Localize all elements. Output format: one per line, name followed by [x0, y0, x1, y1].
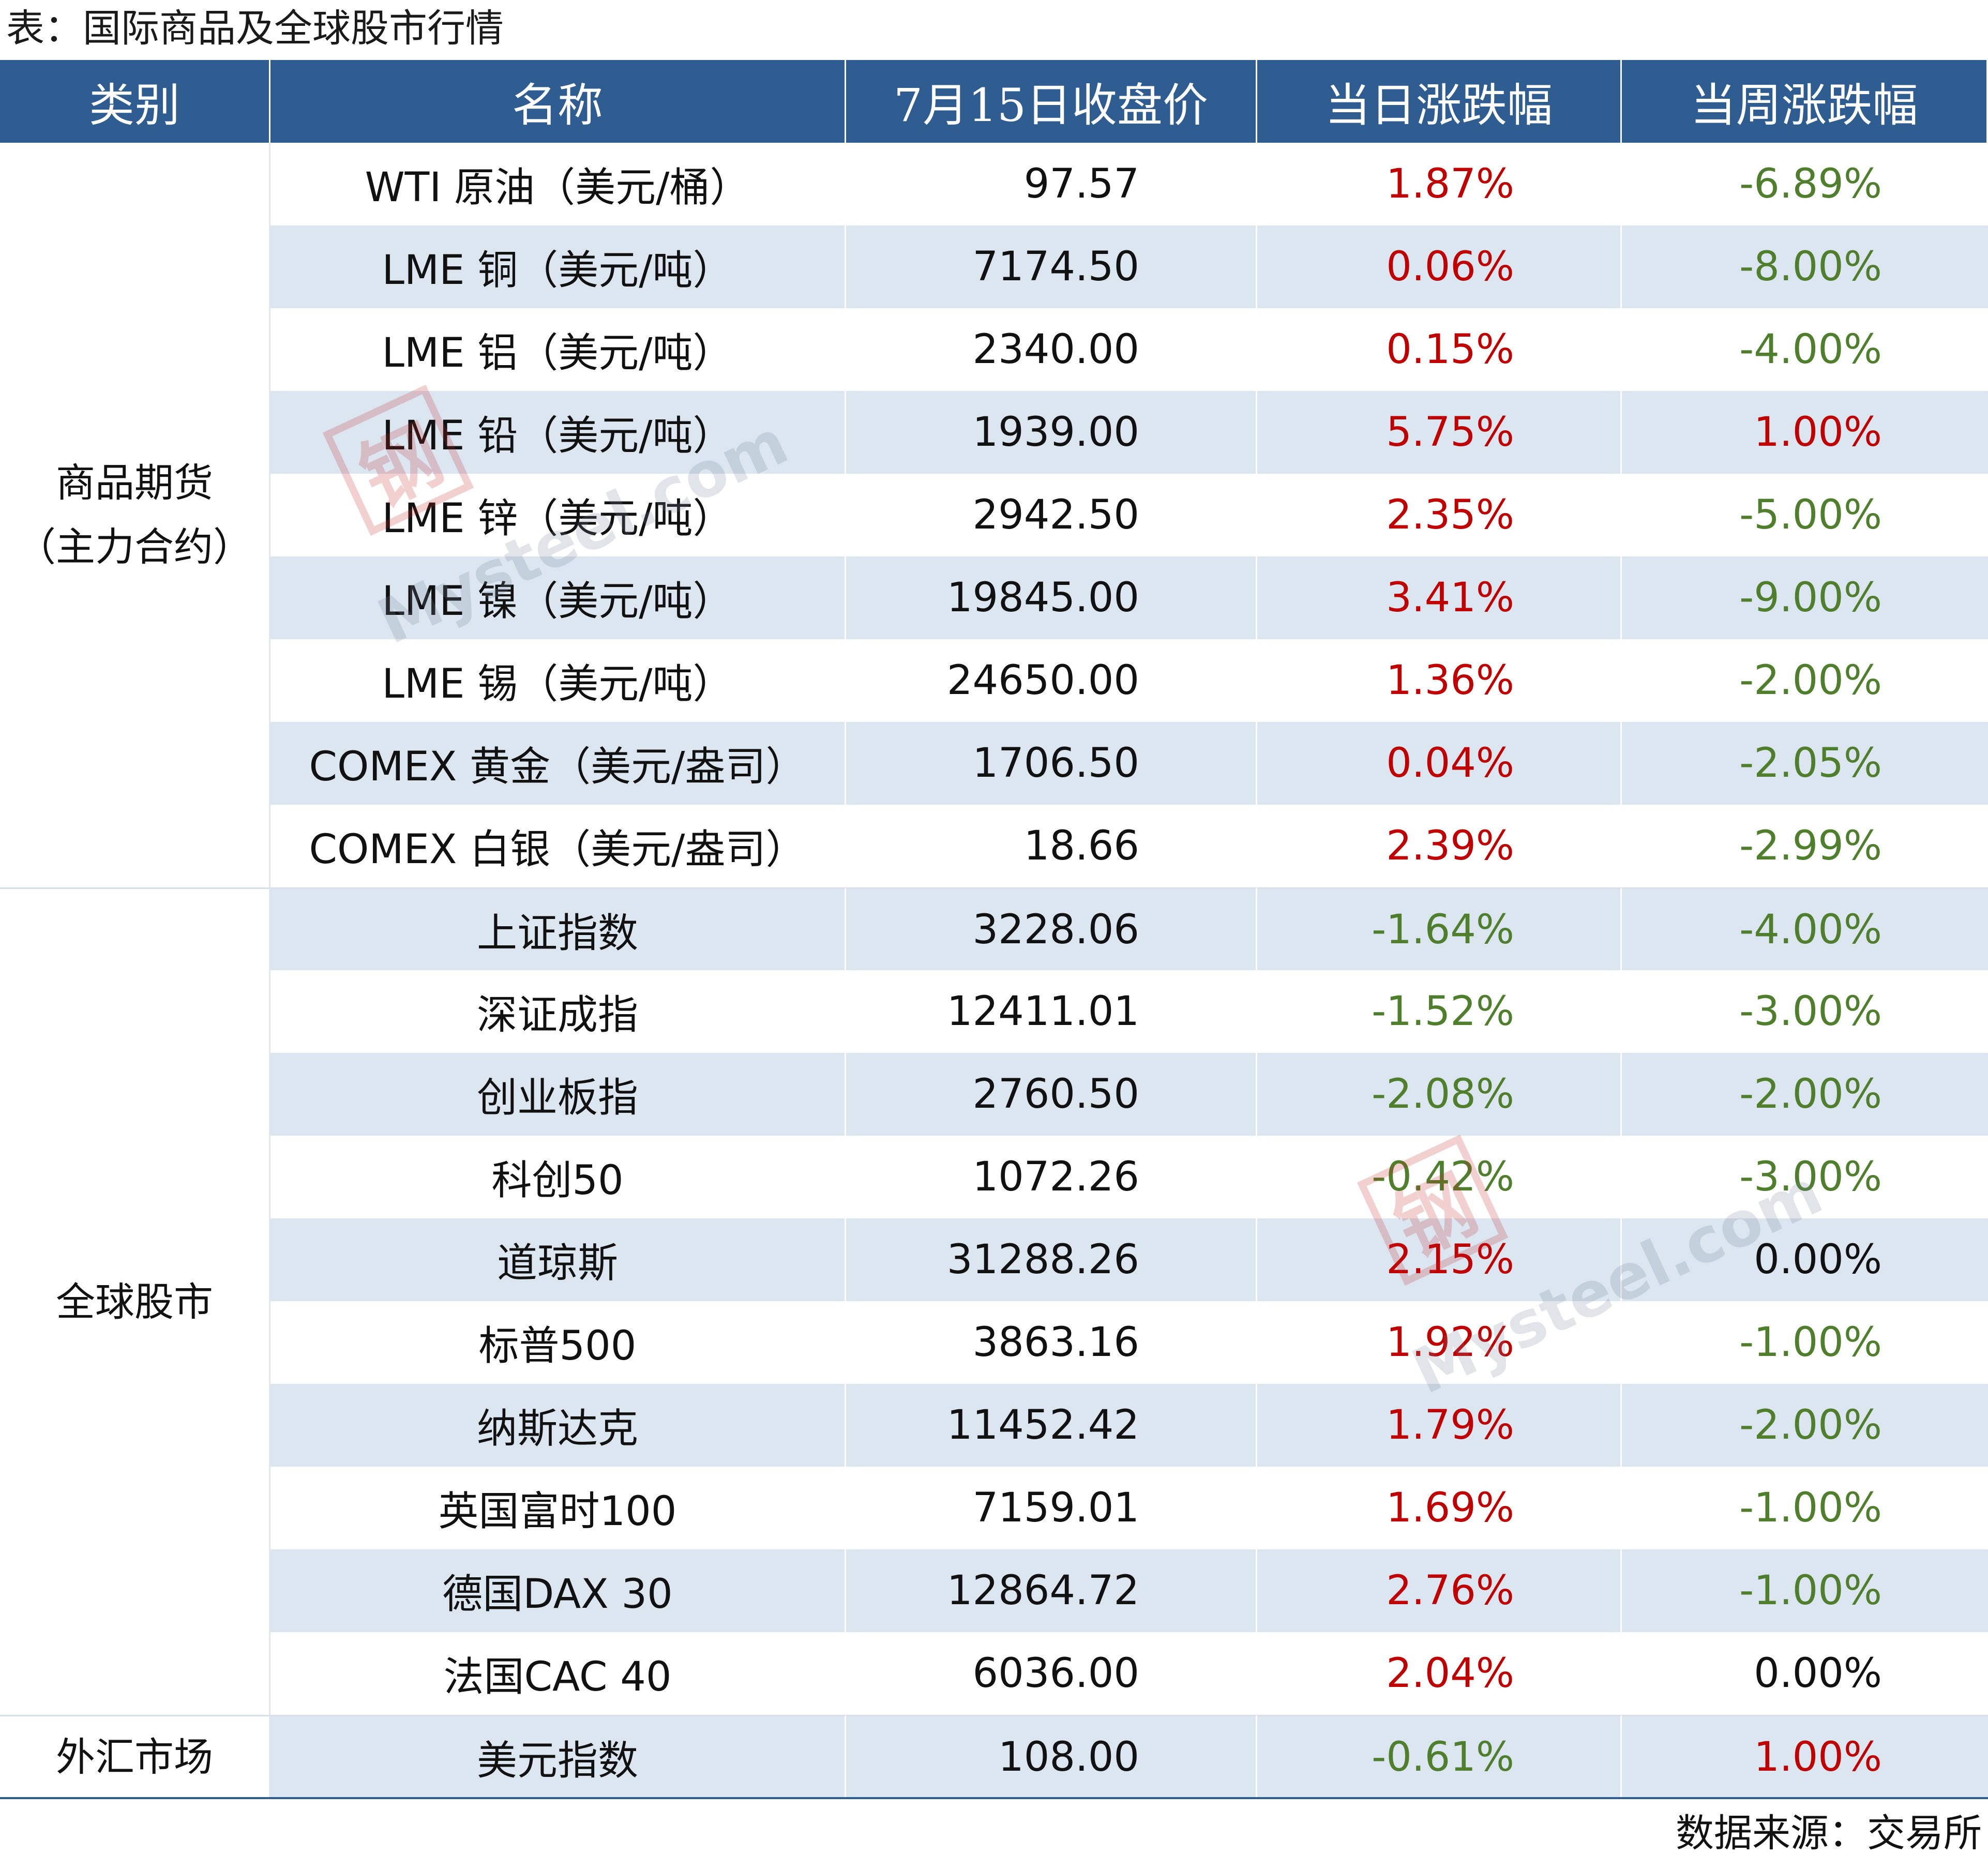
row-day-change: 5.75%	[1257, 391, 1622, 474]
row-day-change: 3.41%	[1257, 556, 1622, 639]
row-name: LME 铝（美元/吨）	[270, 308, 846, 391]
row-price: 6036.00	[846, 1632, 1257, 1715]
table-caption: 表：国际商品及全球股市行情	[6, 6, 504, 51]
row-week-change: -1.00%	[1622, 1301, 1988, 1384]
row-name: 德国DAX 30	[270, 1549, 846, 1632]
row-name: LME 锌（美元/吨）	[270, 474, 846, 556]
row-day-change: 1.36%	[1257, 639, 1622, 722]
row-name: 上证指数	[270, 887, 846, 970]
row-price: 12864.72	[846, 1549, 1257, 1632]
row-price: 3863.16	[846, 1301, 1257, 1384]
category-forex: 外汇市场	[0, 1715, 270, 1798]
row-price: 1072.26	[846, 1136, 1257, 1218]
row-week-change: -1.00%	[1622, 1467, 1988, 1549]
row-day-change: 2.35%	[1257, 474, 1622, 556]
row-week-change: -8.00%	[1622, 225, 1988, 308]
row-price: 7174.50	[846, 225, 1257, 308]
row-day-change: 2.04%	[1257, 1632, 1622, 1715]
row-day-change: 1.92%	[1257, 1301, 1622, 1384]
row-name: 英国富时100	[270, 1467, 846, 1549]
row-day-change: -1.52%	[1257, 970, 1622, 1053]
row-name: 创业板指	[270, 1053, 846, 1136]
row-name: LME 镍（美元/吨）	[270, 556, 846, 639]
row-week-change: -2.00%	[1622, 639, 1988, 722]
row-price: 2942.50	[846, 474, 1257, 556]
header-week-change: 当周涨跌幅	[1622, 60, 1988, 143]
row-day-change: -1.64%	[1257, 887, 1622, 970]
row-week-change: -2.05%	[1622, 722, 1988, 805]
row-name: LME 铅（美元/吨）	[270, 391, 846, 474]
category-global-stocks: 全球股市	[0, 887, 270, 1715]
row-price: 3228.06	[846, 887, 1257, 970]
row-day-change: -0.42%	[1257, 1136, 1622, 1218]
row-price: 1939.00	[846, 391, 1257, 474]
row-price: 97.57	[846, 143, 1257, 225]
row-day-change: 0.04%	[1257, 722, 1622, 805]
data-source: 数据来源：交易所	[1676, 1811, 1982, 1856]
row-week-change: -1.00%	[1622, 1549, 1988, 1632]
row-price: 2340.00	[846, 308, 1257, 391]
row-name: 美元指数	[270, 1715, 846, 1798]
row-week-change: -6.89%	[1622, 143, 1988, 225]
row-price: 19845.00	[846, 556, 1257, 639]
row-name: COMEX 白银（美元/盎司）	[270, 805, 846, 887]
row-week-change: 0.00%	[1622, 1632, 1988, 1715]
category-commodity-futures: 商品期货 （主力合约）	[0, 143, 270, 887]
row-price: 108.00	[846, 1715, 1257, 1798]
row-price: 24650.00	[846, 639, 1257, 722]
row-day-change: 0.15%	[1257, 308, 1622, 391]
row-week-change: 1.00%	[1622, 391, 1988, 474]
row-week-change: 1.00%	[1622, 1715, 1988, 1798]
row-price: 18.66	[846, 805, 1257, 887]
category-label: 全球股市	[56, 1278, 213, 1325]
row-day-change: 2.39%	[1257, 805, 1622, 887]
row-week-change: -9.00%	[1622, 556, 1988, 639]
row-day-change: 1.69%	[1257, 1467, 1622, 1549]
row-name: 道琼斯	[270, 1218, 846, 1301]
row-price: 2760.50	[846, 1053, 1257, 1136]
header-day-change: 当日涨跌幅	[1257, 60, 1622, 143]
row-price: 12411.01	[846, 970, 1257, 1053]
row-week-change: -2.00%	[1622, 1384, 1988, 1467]
header-category: 类别	[0, 60, 270, 143]
market-table: 类别 名称 7月15日收盘价 当日涨跌幅 当周涨跌幅 商品期货 （主力合约） 全…	[0, 60, 1988, 1798]
row-week-change: -2.00%	[1622, 1053, 1988, 1136]
row-price: 1706.50	[846, 722, 1257, 805]
row-day-change: 2.15%	[1257, 1218, 1622, 1301]
row-week-change: -4.00%	[1622, 887, 1988, 970]
row-price: 31288.26	[846, 1218, 1257, 1301]
row-week-change: -3.00%	[1622, 1136, 1988, 1218]
row-name: 纳斯达克	[270, 1384, 846, 1467]
row-week-change: 0.00%	[1622, 1218, 1988, 1301]
row-price: 7159.01	[846, 1467, 1257, 1549]
header-name: 名称	[270, 60, 846, 143]
category-sublabel: （主力合约）	[17, 524, 252, 570]
row-name: COMEX 黄金（美元/盎司）	[270, 722, 846, 805]
row-name: 标普500	[270, 1301, 846, 1384]
row-day-change: 2.76%	[1257, 1549, 1622, 1632]
row-day-change: 1.79%	[1257, 1384, 1622, 1467]
row-day-change: -2.08%	[1257, 1053, 1622, 1136]
category-label: 外汇市场	[56, 1733, 213, 1780]
row-name: 法国CAC 40	[270, 1632, 846, 1715]
row-name: LME 铜（美元/吨）	[270, 225, 846, 308]
row-week-change: -3.00%	[1622, 970, 1988, 1053]
row-week-change: -2.99%	[1622, 805, 1988, 887]
row-day-change: 1.87%	[1257, 143, 1622, 225]
row-name: 科创50	[270, 1136, 846, 1218]
category-label: 商品期货	[56, 460, 213, 506]
header-price: 7月15日收盘价	[846, 60, 1257, 143]
row-week-change: -5.00%	[1622, 474, 1988, 556]
row-day-change: 0.06%	[1257, 225, 1622, 308]
row-price: 11452.42	[846, 1384, 1257, 1467]
row-name: LME 锡（美元/吨）	[270, 639, 846, 722]
row-name: 深证成指	[270, 970, 846, 1053]
row-name: WTI 原油（美元/桶）	[270, 143, 846, 225]
row-day-change: -0.61%	[1257, 1715, 1622, 1798]
bottom-rule	[0, 1797, 1988, 1799]
row-week-change: -4.00%	[1622, 308, 1988, 391]
